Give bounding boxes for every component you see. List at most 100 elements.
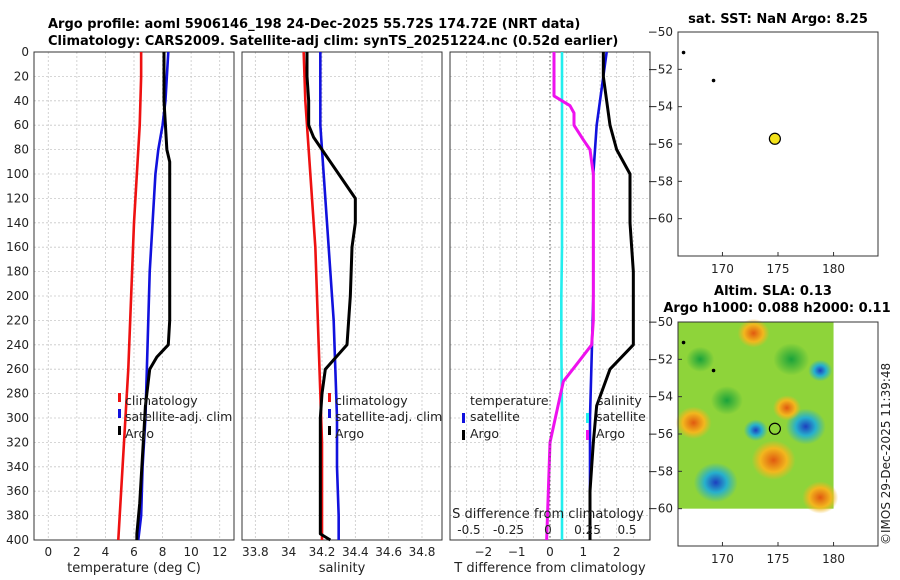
legend-title-salinity: salinity [597, 393, 642, 408]
y-tick-label: −52 [648, 352, 673, 366]
legend-swatch [118, 426, 121, 435]
y-tick-label: −54 [648, 100, 673, 114]
y-tick-label: −56 [648, 427, 673, 441]
x-axis-label: salinity [319, 561, 366, 576]
y-tick-label: −50 [648, 25, 673, 39]
heatmap-anomaly [772, 395, 801, 421]
y-tick-label: 360 [6, 484, 29, 498]
series-line-satellite-adj-clim [319, 52, 340, 540]
sla-map: −50 −52 −54 −56 −58 −60 170 175 180 Altim. SLA: 0… [648, 284, 891, 566]
temperature-panel: 0204060801001201401601802002202402602803… [6, 45, 235, 576]
x2-tick-label: -0.25 [493, 523, 524, 537]
plot-frame [33, 51, 235, 541]
x-tick-label: 34.4 [342, 545, 369, 559]
x-tick-label: 4 [102, 545, 110, 559]
series-line-argo [135, 52, 172, 540]
x2-tick-label: 0.25 [574, 523, 601, 537]
series-line-climatology [116, 52, 143, 541]
x-axis-label: T difference from climatology [453, 561, 646, 576]
y-tick-label: 260 [6, 362, 29, 376]
legend-swatch [328, 409, 331, 418]
legend-label: Argo [335, 426, 364, 441]
y-tick-label: −60 [648, 502, 673, 516]
legend-swatch [328, 393, 331, 402]
y-tick-label: 0 [21, 45, 29, 59]
legend-label: Argo [470, 426, 499, 441]
legend-label: satellite [470, 409, 520, 424]
x-tick-label: 34.8 [409, 545, 436, 559]
track-marker [681, 340, 686, 345]
sst-map-title: sat. SST: NaN Argo: 8.25 [688, 12, 868, 27]
x-tick-label: 175 [767, 552, 790, 566]
x-tick-label: −2 [474, 545, 492, 559]
x-tick-label: 34.6 [375, 545, 402, 559]
track-marker [711, 78, 716, 83]
y-tick-label: 140 [6, 216, 29, 230]
y-tick-label: 200 [6, 289, 29, 303]
y-tick-label: 220 [6, 313, 29, 327]
heatmap-anomaly [808, 359, 833, 382]
y-tick-label: 80 [14, 143, 29, 157]
legend-label: satellite-adj. clim [335, 409, 442, 424]
x-tick-label: 170 [711, 552, 734, 566]
heatmap-anomaly [751, 440, 796, 480]
heatmap-anomaly [675, 406, 712, 439]
title-line-1: Argo profile: aoml 5906146_198 24-Dec-20… [48, 17, 580, 32]
title-line-2: Climatology: CARS2009. Satellite-adj cli… [48, 34, 618, 49]
y-tick-label: 300 [6, 411, 29, 425]
y-tick-label: 100 [6, 167, 29, 181]
salinity-panel: 33.8 34 34.2 34.4 34.6 34.8 salinity climatolog… [241, 51, 443, 576]
x-tick-label: 170 [711, 262, 734, 276]
x-tick-label: 0 [44, 545, 52, 559]
x-tick-label: 8 [159, 545, 167, 559]
y-tick-label: 320 [6, 435, 29, 449]
copyright-text: ©IMOS 29-Dec-2025 11:39:48 [879, 363, 893, 545]
y-tick-label: −52 [648, 62, 673, 76]
y-tick-label: 120 [6, 191, 29, 205]
heatmap-anomaly [802, 481, 839, 514]
legend-swatch [462, 430, 465, 440]
x-tick-label: 180 [822, 552, 845, 566]
x2-tick-label: -0.5 [457, 523, 480, 537]
x-tick-label: −1 [508, 545, 526, 559]
x-tick-label: 33.8 [242, 545, 269, 559]
plot-frame [241, 51, 443, 541]
x2-axis-label: S difference from climatology [452, 507, 644, 522]
y-tick-label: 160 [6, 240, 29, 254]
series-line-climatology [302, 51, 324, 540]
legend-swatch [118, 409, 121, 418]
y-tick-label: −56 [648, 137, 673, 151]
sst-map: −50 −52 −54 −56 −58 −60 170 175 180 sat. SST: NaN… [648, 12, 879, 276]
y-tick-label: 20 [14, 69, 29, 83]
legend-label: climatology [125, 393, 198, 408]
x-tick-label: 2 [613, 545, 621, 559]
legend-swatch [586, 430, 589, 440]
heatmap-anomaly [710, 386, 743, 415]
series-line-s-argo [545, 52, 595, 541]
x-tick-label: 180 [822, 262, 845, 276]
y-tick-label: 280 [6, 387, 29, 401]
profile-marker [768, 422, 781, 435]
y-tick-label: 180 [6, 265, 29, 279]
y-tick-label: −58 [648, 174, 673, 188]
x2-tick-label: 0.5 [617, 523, 636, 537]
legend-title-temperature: temperature [470, 393, 549, 408]
x2-tick-label: 0 [544, 523, 552, 537]
x-tick-label: 34 [281, 545, 296, 559]
y-tick-label: 340 [6, 460, 29, 474]
x-tick-label: 2 [73, 545, 81, 559]
series-line-t-argo [588, 52, 635, 540]
y-tick-label: 60 [14, 118, 29, 132]
x-axis-label: temperature (deg C) [67, 561, 201, 576]
y-tick-label: 240 [6, 338, 29, 352]
x-tick-label: 0 [546, 545, 554, 559]
y-tick-label: −54 [648, 390, 673, 404]
heatmap-anomaly [693, 462, 738, 503]
legend-label: Argo [596, 426, 625, 441]
x-tick-label: 175 [767, 262, 790, 276]
track-marker [711, 368, 716, 373]
legend-label: satellite [596, 409, 646, 424]
x-tick-label: 34.2 [309, 545, 336, 559]
profile-marker [768, 132, 781, 145]
